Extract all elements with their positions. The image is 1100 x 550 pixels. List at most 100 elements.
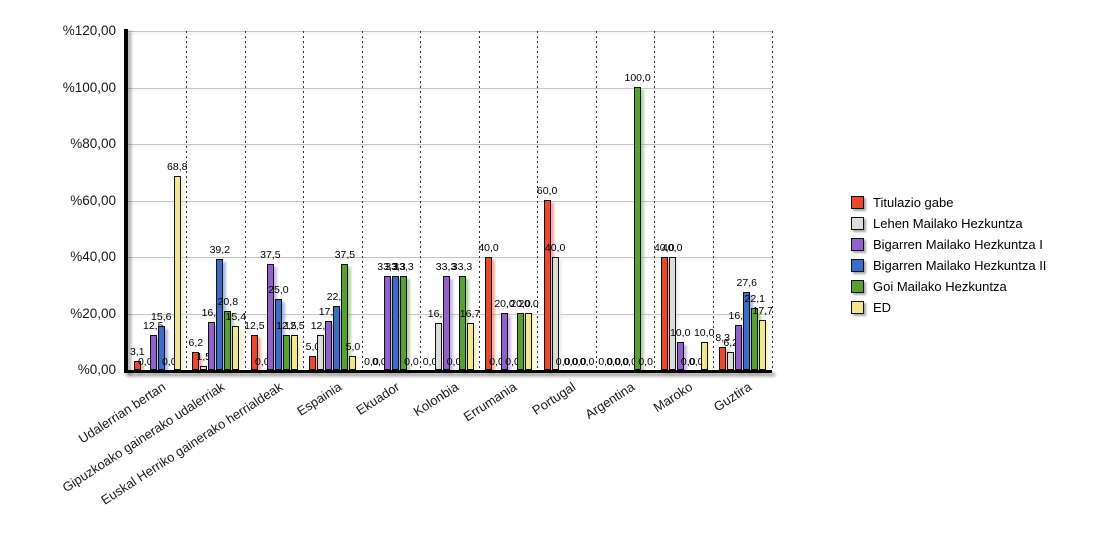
bar-slot: 0,0 xyxy=(489,31,504,370)
bar-slot: 16,9 xyxy=(202,31,222,370)
value-label: 0,0 xyxy=(255,356,270,368)
legend-label: Titulazio gabe xyxy=(873,195,954,210)
bar-group-2: 6,2 1,5 16,9 39,2 20,8 15,4 xyxy=(187,31,246,370)
legend-swatch-titulazio-gabe xyxy=(851,196,864,209)
bar xyxy=(282,335,290,370)
bar xyxy=(485,257,493,370)
y-tick-label: %40,00 xyxy=(70,249,116,264)
bar-group-7: 40,0 0,0 20,0 0,0 20,0 20,0 xyxy=(478,31,539,370)
bar xyxy=(333,306,341,370)
bar xyxy=(466,323,474,370)
x-category-label: Espainia xyxy=(293,379,344,419)
value-label: 33,3 xyxy=(451,261,473,273)
value-label: 15,4 xyxy=(225,311,247,323)
bar xyxy=(266,264,274,370)
value-label: 12,5 xyxy=(244,320,265,332)
x-axis-line xyxy=(124,370,772,373)
gridline-120 xyxy=(128,31,772,32)
bar xyxy=(341,264,349,370)
value-label: 0,0 xyxy=(364,356,379,368)
y-axis-line xyxy=(124,29,128,373)
bar-slot: 12,5 xyxy=(143,31,163,370)
value-label: 20,0 xyxy=(518,298,539,310)
value-label: 0,0 xyxy=(489,356,504,368)
value-label: 0,0 xyxy=(404,356,419,368)
value-label: 40,0 xyxy=(544,242,566,254)
bar-slot: 40,0 xyxy=(662,31,682,370)
bar-slot: 0,0 xyxy=(162,31,177,370)
bar-slot: 0,0 xyxy=(423,31,438,370)
legend-label: Lehen Mailako Hezkuntza xyxy=(873,216,1023,231)
bar-slot: 0,0 xyxy=(138,31,153,370)
value-label: 22,5 xyxy=(326,291,348,303)
value-label: 0,0 xyxy=(614,356,629,368)
bar xyxy=(727,352,735,370)
bar xyxy=(325,321,333,370)
legend-item: Lehen Mailako Hezkuntza xyxy=(851,217,1046,230)
bar-group-11: 8,3 6,2 16,0 27,6 22,1 17,7 xyxy=(713,31,773,370)
gridline-60 xyxy=(128,200,772,202)
bar-slot: 1,5 xyxy=(197,31,211,370)
bar-slot: 8,3 xyxy=(715,31,730,370)
x-category-label: Maroko xyxy=(650,379,696,416)
value-label: 68,8 xyxy=(167,161,188,173)
legend-swatch-goi-mailako xyxy=(851,280,864,293)
bar-group-3: 12,5 0,0 37,5 25,0 12,5 12,5 xyxy=(244,31,305,370)
bar-slot: 12,5 xyxy=(276,31,297,370)
value-label: 20,8 xyxy=(217,296,239,308)
legend-swatch-bigarren-mailako-1 xyxy=(851,238,864,251)
legend-item: Goi Mailako Hezkuntza xyxy=(851,280,1046,293)
bar-slot: 3,1 xyxy=(130,31,145,370)
legend-swatch-bigarren-mailako-2 xyxy=(851,259,864,272)
bar xyxy=(200,366,208,370)
legend-label: ED xyxy=(873,300,892,315)
bar-group-5: 0,0 0,0 33,3 33,3 33,3 0,0 xyxy=(362,31,421,370)
gridline-80 xyxy=(128,144,772,145)
bar-slot: 0,0 xyxy=(447,31,462,370)
value-label: 33,3 xyxy=(393,261,414,273)
bar-slot: 5,0 xyxy=(346,31,360,370)
value-label: 5,0 xyxy=(305,341,321,353)
category-separator xyxy=(712,31,714,370)
value-label: 12,5 xyxy=(310,320,332,332)
bar-slot: 16,0 xyxy=(729,31,749,370)
value-label: 16,9 xyxy=(201,307,223,319)
bar xyxy=(133,361,141,370)
bar xyxy=(349,356,357,370)
bar-groups: 3,1 0,0 12,5 15,6 0,0 68,8 6,2 1,5 16,9 39,2 20,8 1… xyxy=(128,31,773,370)
bar xyxy=(208,322,216,370)
value-label: 17,7 xyxy=(752,305,773,317)
y-tick-label: %0,00 xyxy=(77,362,116,377)
bar-slot: 22,5 xyxy=(327,31,347,370)
bar-slot: 20,0 xyxy=(510,31,531,370)
y-tick-label: %80,00 xyxy=(70,136,116,151)
bar-slot: 0,0 xyxy=(622,31,637,370)
bar xyxy=(759,320,767,370)
y-tick-label: %20,00 xyxy=(70,305,116,321)
bar-slot: 100,0 xyxy=(625,31,651,370)
value-label: 17,5 xyxy=(318,306,340,318)
x-category-label: Portugal xyxy=(529,379,579,418)
bar xyxy=(458,276,466,370)
legend-label: Goi Mailako Hezkuntza xyxy=(873,279,1007,294)
value-label: 12,5 xyxy=(276,320,297,332)
bar-slot: 20,8 xyxy=(218,31,238,370)
bar xyxy=(149,335,157,370)
bar-slot: 40,0 xyxy=(654,31,674,370)
bar xyxy=(173,176,181,370)
bar-slot: 0,0 xyxy=(681,31,696,370)
bar xyxy=(719,347,727,370)
bar-slot: 0,0 xyxy=(255,31,270,370)
value-label: 25,0 xyxy=(268,284,289,296)
bar-slot: 15,6 xyxy=(151,31,171,370)
bar xyxy=(192,352,200,370)
bar-group-10: 40,0 40,0 10,0 0,0 0,0 10,0 xyxy=(654,31,714,370)
value-label: 100,0 xyxy=(624,72,651,84)
value-label: 6,2 xyxy=(188,337,204,349)
bar-slot: 40,0 xyxy=(478,31,499,370)
legend-swatch-ed xyxy=(851,301,864,314)
bar xyxy=(676,342,684,370)
x-category-label: Errumania xyxy=(461,379,520,425)
bar xyxy=(232,326,240,370)
